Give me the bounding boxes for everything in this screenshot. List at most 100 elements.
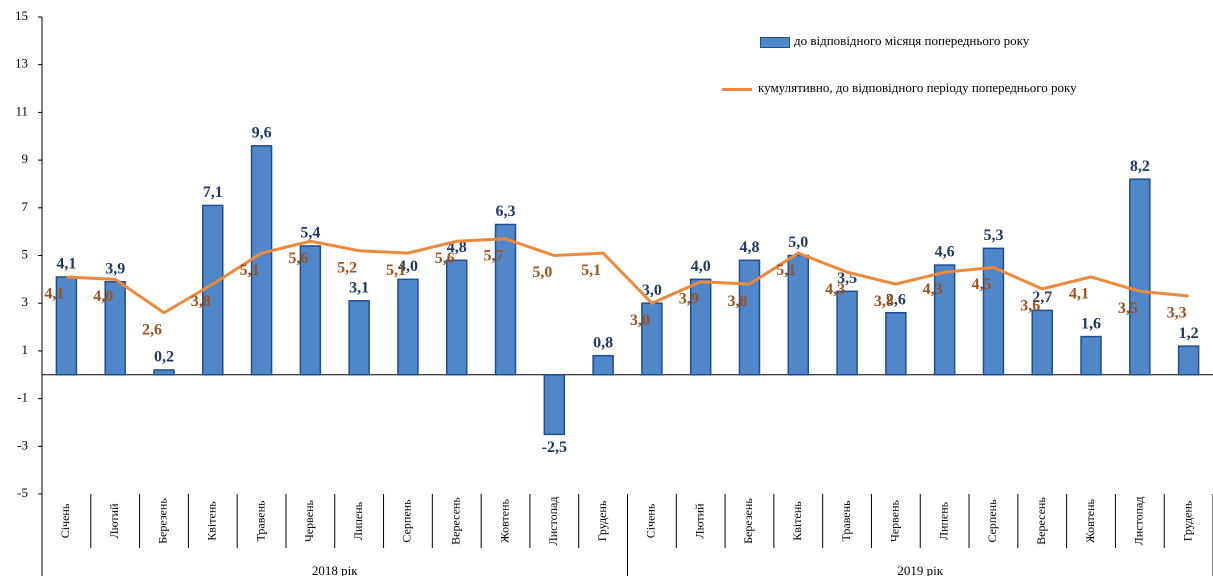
- line-value-label: 4,3: [923, 281, 943, 298]
- x-tick-label: Серпень: [985, 499, 999, 543]
- x-tick-label: Червень: [888, 500, 902, 542]
- x-tick-label: Листопад: [1132, 497, 1146, 546]
- bar-value-label: 4,8: [739, 239, 759, 256]
- bar-value-label: 4,1: [56, 256, 76, 273]
- y-tick-label: 13: [15, 56, 28, 71]
- bar-value-label: 5,4: [300, 225, 320, 242]
- legend-line: кумулятивно, до відповідного періоду поп…: [722, 80, 1082, 96]
- bar: [250, 145, 273, 376]
- line-value-label: 3,6: [1020, 298, 1040, 315]
- bar-value-label: 8,2: [1130, 158, 1150, 175]
- group-label: 2019 рік: [897, 563, 943, 576]
- x-tick-label: Лютий: [692, 503, 706, 539]
- x-tick-label: Квітень: [205, 501, 219, 541]
- legend-label: кумулятивно, до відповідного періоду поп…: [758, 80, 1077, 95]
- bar: [738, 259, 761, 376]
- bar: [543, 374, 566, 436]
- bar: [494, 223, 517, 376]
- line-value-label: 3,8: [727, 293, 747, 310]
- bar: [1031, 309, 1053, 376]
- bar-value-label: 5,0: [788, 234, 808, 251]
- bar: [299, 245, 322, 376]
- x-tick-label: Жовтень: [497, 498, 511, 543]
- line-value-label: 5,7: [484, 247, 504, 264]
- line-value-label: 5,0: [532, 264, 552, 281]
- bar: [933, 264, 956, 376]
- bar-value-label: 4,6: [935, 244, 955, 261]
- line-value-label: 5,6: [435, 250, 455, 267]
- legend-label: до відповідного місяця попереднього року: [794, 33, 1030, 48]
- bar-value-label: 5,3: [983, 227, 1003, 244]
- bar: [104, 280, 126, 376]
- bar-value-label: 1,2: [1179, 325, 1199, 342]
- y-tick-label: 1: [22, 342, 29, 357]
- line-value-label: 3,5: [1118, 300, 1138, 317]
- bar-value-label: 2,7: [1032, 289, 1052, 306]
- group-label: 2018 рік: [312, 563, 358, 576]
- line-value-label: 3,0: [630, 312, 650, 329]
- x-tick-label: Серпень: [400, 499, 414, 543]
- x-tick-label: Березень: [741, 498, 755, 544]
- line-value-label: 2,6: [142, 321, 162, 338]
- line-value-label: 5,1: [386, 262, 406, 279]
- y-tick-label: 15: [15, 8, 28, 23]
- x-tick-label: Липень: [351, 501, 365, 540]
- y-tick-label: 3: [22, 294, 29, 309]
- line-value-label: 3,3: [1167, 305, 1187, 322]
- bar: [55, 276, 78, 376]
- bar: [202, 204, 224, 376]
- bar-value-label: 7,1: [203, 184, 223, 201]
- x-tick-label: Вересень: [1034, 497, 1048, 545]
- bar-value-label: 0,8: [593, 334, 613, 351]
- x-tick-label: Січень: [644, 503, 658, 538]
- x-tick-label: Січень: [58, 503, 72, 538]
- line-value-label: 4,3: [825, 281, 845, 298]
- bar: [982, 247, 1005, 376]
- bar: [1080, 335, 1102, 376]
- bar-value-label: 3,9: [105, 260, 125, 277]
- bar-value-label: 4,0: [691, 258, 711, 275]
- y-tick-label: -5: [17, 485, 28, 500]
- y-tick-label: -3: [17, 437, 28, 452]
- y-tick-label: 7: [22, 199, 29, 214]
- x-tick-label: Травень: [253, 500, 267, 542]
- line-value-label: 4,0: [93, 288, 113, 305]
- bar-value-label: 9,6: [252, 124, 272, 141]
- line-value-label: 4,5: [971, 276, 991, 293]
- bar-value-label: 6,3: [496, 203, 516, 220]
- line-value-label: 5,1: [240, 262, 260, 279]
- x-tick-label: Листопад: [546, 497, 560, 546]
- bar: [689, 278, 712, 376]
- bar: [153, 369, 175, 376]
- x-tick-label: Вересень: [448, 497, 462, 545]
- bar: [348, 300, 370, 376]
- y-tick-label: 11: [15, 103, 28, 118]
- bar-value-label: 0,2: [154, 349, 174, 366]
- x-tick-label: Червень: [302, 500, 316, 542]
- x-tick-label: Грудень: [595, 500, 609, 541]
- line-value-label: 5,6: [288, 250, 308, 267]
- bar-value-label: 1,6: [1081, 315, 1101, 332]
- x-tick-label: Квітень: [790, 501, 804, 541]
- bar: [1177, 345, 1200, 376]
- line-value-label: 5,1: [776, 262, 796, 279]
- bar-value-label: 4,0: [398, 258, 418, 275]
- line-value-label: 3,9: [679, 290, 699, 307]
- bar: [885, 311, 907, 376]
- legend-swatch: [722, 88, 752, 91]
- line-value-label: 5,1: [581, 262, 601, 279]
- bar-value-label: 3,0: [642, 282, 662, 299]
- y-tick-label: 9: [22, 151, 29, 166]
- line-value-label: 4,1: [1069, 286, 1089, 303]
- y-tick-label: 5: [22, 246, 29, 261]
- bar: [1129, 178, 1151, 376]
- bar-value-label: -2,5: [542, 439, 567, 456]
- x-tick-label: Травень: [839, 500, 853, 542]
- line: [66, 237, 1189, 315]
- x-tick-label: Грудень: [1180, 500, 1194, 541]
- bar-value-label: 3,1: [349, 279, 369, 296]
- bar: [445, 259, 468, 376]
- x-tick-label: Липень: [936, 501, 950, 540]
